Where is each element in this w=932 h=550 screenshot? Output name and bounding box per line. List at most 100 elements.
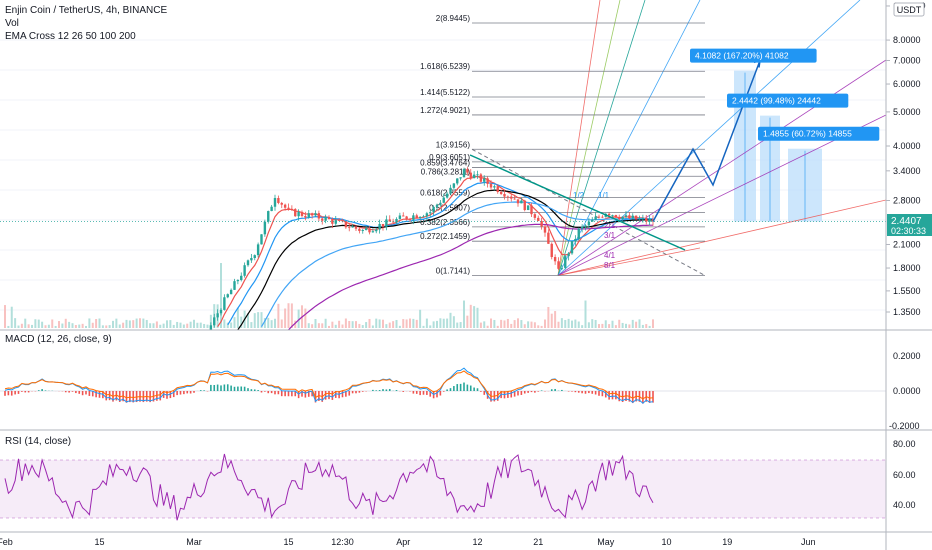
candle-body bbox=[442, 197, 445, 203]
time-axis[interactable]: Feb 15 Mar 15 12:30 Apr 12 21 May 10 19 Jun bbox=[0, 537, 816, 547]
macd-histogram-bar bbox=[291, 391, 293, 397]
target-label-box bbox=[758, 126, 880, 141]
candle-body bbox=[351, 226, 354, 228]
volume-bar bbox=[493, 319, 496, 328]
candle-body bbox=[429, 212, 432, 214]
fib-level-label: 0.382(2.3566) bbox=[420, 218, 470, 227]
currency-badge[interactable] bbox=[893, 2, 925, 17]
volume-bar bbox=[490, 318, 492, 328]
volume-legend[interactable]: Vol bbox=[5, 18, 19, 29]
candle-body bbox=[543, 226, 547, 233]
candle-body bbox=[418, 216, 422, 219]
volume-bar bbox=[334, 324, 337, 328]
gann-fan-line bbox=[557, 247, 701, 276]
candle-body bbox=[486, 178, 489, 184]
volume-bar bbox=[500, 319, 503, 328]
price-axis[interactable]: 10.00008.00007.00006.00005.00004.00003.4… bbox=[886, 1, 926, 317]
volume-bar bbox=[284, 308, 287, 328]
volume-bar bbox=[628, 324, 631, 328]
macd-histogram-bar bbox=[193, 391, 195, 393]
candle-body bbox=[358, 228, 361, 231]
volume-bar bbox=[540, 325, 543, 328]
macd-histogram-bar bbox=[226, 384, 229, 391]
price-tick-label: 7.0000 bbox=[893, 55, 921, 65]
volume-bar bbox=[419, 309, 422, 328]
candle-body bbox=[584, 225, 587, 227]
volume-bar bbox=[365, 322, 368, 328]
volume-bar bbox=[382, 319, 384, 328]
time-tick-label: Jun bbox=[801, 537, 816, 547]
volume-bar bbox=[277, 303, 280, 328]
volume-bar bbox=[652, 319, 654, 328]
candle-body bbox=[344, 221, 348, 228]
price-tick-label: 8.0000 bbox=[893, 35, 921, 45]
volume-bar bbox=[358, 323, 361, 328]
volume-bar bbox=[520, 320, 523, 328]
volume-bar bbox=[132, 320, 135, 328]
volume-bar bbox=[574, 319, 577, 328]
fib-trend-line bbox=[471, 148, 706, 276]
macd-histogram-bar bbox=[510, 391, 513, 398]
gann-ratio-label: 1/2 bbox=[573, 191, 585, 200]
ema-legend[interactable]: EMA Cross 12 26 50 100 200 bbox=[5, 31, 136, 42]
candle-body bbox=[645, 217, 648, 222]
volume-bar bbox=[368, 318, 371, 328]
macd-histogram-bar bbox=[44, 390, 47, 391]
rsi-tick: 40.00 bbox=[893, 500, 916, 510]
macd-histogram-bar bbox=[85, 391, 87, 395]
time-tick-label: 19 bbox=[722, 537, 732, 547]
volume-bar bbox=[274, 318, 276, 328]
macd-histogram-bar bbox=[446, 389, 448, 391]
target-labels[interactable]: 4.1082 (167.20%) 41082 2.4442 (99.48%) 24… bbox=[0, 48, 886, 222]
volume-bar bbox=[169, 320, 172, 328]
volume-bar bbox=[402, 319, 405, 328]
volume-bar bbox=[159, 324, 162, 328]
macd-histogram-bar bbox=[64, 391, 67, 393]
chart-legend[interactable]: Enjin Coin / TetherUS, 4h, BINANCE Vol E… bbox=[5, 4, 167, 43]
rsi-line bbox=[4, 453, 654, 521]
volume-bar bbox=[105, 325, 108, 328]
symbol-title[interactable]: Enjin Coin / TetherUS, 4h, BINANCE bbox=[5, 5, 168, 16]
macd-histogram-bar bbox=[554, 388, 556, 391]
volume-bar bbox=[581, 325, 584, 328]
macd-pane[interactable] bbox=[0, 367, 886, 404]
rsi-tick: 80.00 bbox=[893, 439, 916, 449]
volume-bar bbox=[294, 320, 297, 328]
candle-body bbox=[334, 220, 337, 224]
gann-ratio-label: 3/1 bbox=[604, 231, 616, 240]
rsi-path bbox=[4, 453, 654, 521]
volume-bar bbox=[473, 306, 476, 328]
macd-legend[interactable]: MACD (12, 26, close, 9) bbox=[5, 334, 112, 345]
gann-ratio-label: 2/1 bbox=[604, 221, 616, 230]
candle-body bbox=[476, 174, 479, 176]
volume-bar bbox=[267, 317, 270, 328]
rsi-legend[interactable]: RSI (14, close) bbox=[5, 436, 72, 447]
candle-body bbox=[594, 216, 597, 220]
volume-bar bbox=[122, 322, 125, 328]
volume-bar bbox=[58, 321, 60, 328]
macd-histogram-bar bbox=[550, 389, 553, 391]
macd-histogram-bar bbox=[469, 385, 472, 391]
candle-body bbox=[493, 186, 496, 188]
volume-bar bbox=[446, 318, 449, 328]
volume-bar bbox=[85, 325, 87, 328]
macd-histogram-bar bbox=[304, 391, 307, 398]
macd-histogram-bar bbox=[517, 391, 519, 396]
volume-bar bbox=[297, 309, 300, 328]
macd-histogram-bar bbox=[223, 384, 226, 391]
candle-body bbox=[219, 309, 223, 314]
volume-bar bbox=[189, 321, 192, 328]
candle-body bbox=[611, 215, 614, 216]
volume-bar bbox=[341, 324, 344, 328]
volume-bar bbox=[115, 318, 118, 328]
macd-histogram-bar bbox=[270, 391, 273, 394]
macd-histogram-bar bbox=[577, 391, 580, 393]
volume-bar bbox=[64, 318, 67, 328]
gann-fan: 1/2 1/1 2/13/1 4/18/1 bbox=[557, 0, 887, 276]
volume-bar bbox=[236, 307, 239, 328]
macd-histogram-bar bbox=[537, 391, 540, 392]
candle-body bbox=[246, 260, 250, 266]
time-tick-label: Apr bbox=[396, 537, 410, 547]
volume-bar bbox=[425, 318, 428, 328]
